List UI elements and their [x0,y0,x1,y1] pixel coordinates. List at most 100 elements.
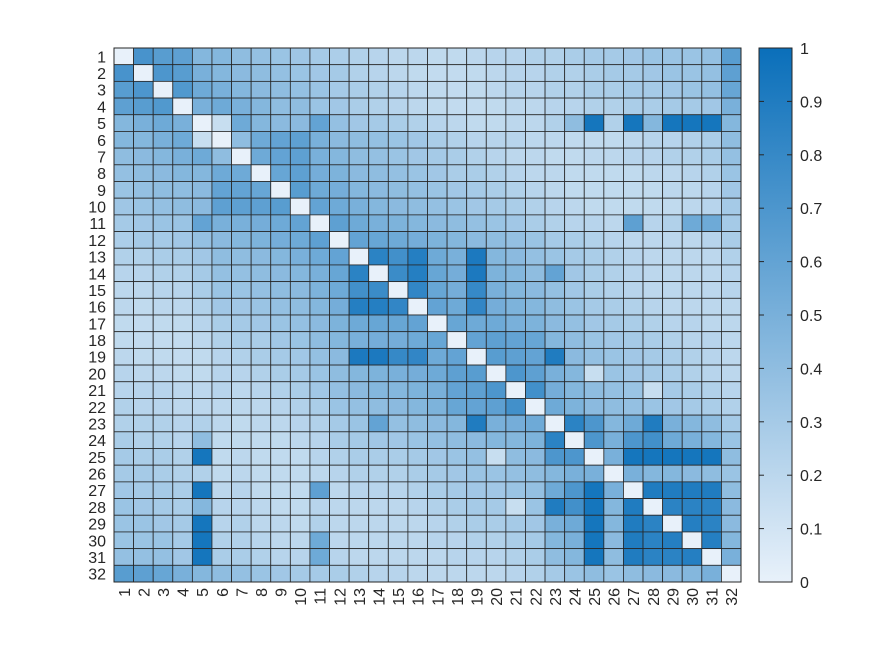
heatmap-cell [603,514,624,533]
heatmap-cell [289,214,311,232]
heatmap-cell [270,264,291,283]
heatmap-cell [231,64,252,82]
heatmap-cell [642,147,664,166]
heatmap-cell [368,197,389,216]
heatmap-cell [701,564,722,583]
heatmap-cell [113,231,134,249]
heatmap-cell [172,398,193,416]
heatmap-cell [505,331,526,349]
heatmap-cell [113,197,134,216]
heatmap-cell [113,331,134,349]
heatmap-cell [113,181,134,199]
heatmap-cell [642,231,664,249]
heatmap-cell [505,464,526,483]
heatmap-cell [642,131,664,149]
heatmap-cell [701,264,722,283]
heatmap-cell [505,297,526,316]
heatmap-cell [505,381,526,399]
heatmap-cell [329,114,350,132]
heatmap-cell [603,80,624,99]
heatmap-cell [309,548,330,566]
heatmap-cell [485,231,507,249]
heatmap-cell [152,131,174,149]
heatmap-cell [544,564,566,583]
heatmap-cell [544,314,566,333]
heatmap-cell [113,214,134,232]
x-tick-label: 29 [665,588,682,606]
x-tick-label: 28 [646,588,663,606]
heatmap-cell [485,548,507,566]
heatmap-cell [544,231,566,249]
heatmap-cell [191,431,213,449]
heatmap-cell [387,514,409,533]
y-tick-label: 17 [88,316,106,333]
heatmap-cell [564,80,585,99]
heatmap-cell [329,197,350,216]
heatmap-cell [172,448,193,466]
heatmap-cell [721,364,742,383]
heatmap-cell [172,514,193,533]
heatmap-cell [348,131,370,149]
heatmap-cell [446,247,468,266]
heatmap-cell [544,364,566,383]
heatmap-cell [348,47,370,66]
heatmap-cell [231,564,252,583]
heatmap-cell [623,564,644,583]
heatmap-cell [583,164,605,182]
heatmap-cell [564,197,585,216]
heatmap-cell [211,431,232,449]
heatmap-cell [544,264,566,283]
heatmap-cell [583,331,605,349]
heatmap-cell [583,281,605,299]
heatmap-cell [231,131,252,149]
heatmap-cell [191,64,213,82]
heatmap-cell [583,47,605,66]
heatmap-cell [446,548,468,566]
heatmap-cell [231,247,252,266]
heatmap-cell [721,314,742,333]
heatmap-cell [329,247,350,266]
x-tick-label: 7 [234,588,251,597]
heatmap-cell [505,431,526,449]
heatmap-cell [152,564,174,583]
heatmap-cell [407,147,428,166]
heatmap-cell [289,481,311,499]
heatmap-cell [250,414,272,433]
heatmap-cell [525,314,546,333]
heatmap-cell [564,481,585,499]
heatmap-cell [681,448,703,466]
heatmap-cell [485,331,507,349]
heatmap-cell [407,314,428,333]
heatmap-cell [701,464,722,483]
heatmap-cell [466,464,487,483]
heatmap-cell [407,381,428,399]
heatmap-cell [133,414,154,433]
heatmap-cell [191,314,213,333]
heatmap-cell [446,498,468,516]
heatmap-cell [485,448,507,466]
heatmap-cell [289,548,311,566]
heatmap-cell [721,481,742,499]
heatmap-cell [662,47,683,66]
heatmap-cell [623,498,644,516]
heatmap-cell [466,347,487,366]
heatmap-cell [152,414,174,433]
heatmap-cell [544,281,566,299]
heatmap-cell [348,531,370,550]
heatmap-cell [270,481,291,499]
heatmap-cell [466,297,487,316]
heatmap-cell [721,297,742,316]
y-tick-label: 26 [88,467,106,484]
heatmap-cell [368,80,389,99]
heatmap-cell [642,381,664,399]
heatmap-cell [407,297,428,316]
heatmap-cell [250,264,272,283]
heatmap-cell [642,464,664,483]
heatmap-cell [309,131,330,149]
y-tick-label: 25 [88,450,106,467]
x-tick-label: 8 [254,588,271,597]
heatmap-cell [466,114,487,132]
heatmap-cell [172,181,193,199]
heatmap-cell [191,331,213,349]
heatmap-cell [289,147,311,166]
